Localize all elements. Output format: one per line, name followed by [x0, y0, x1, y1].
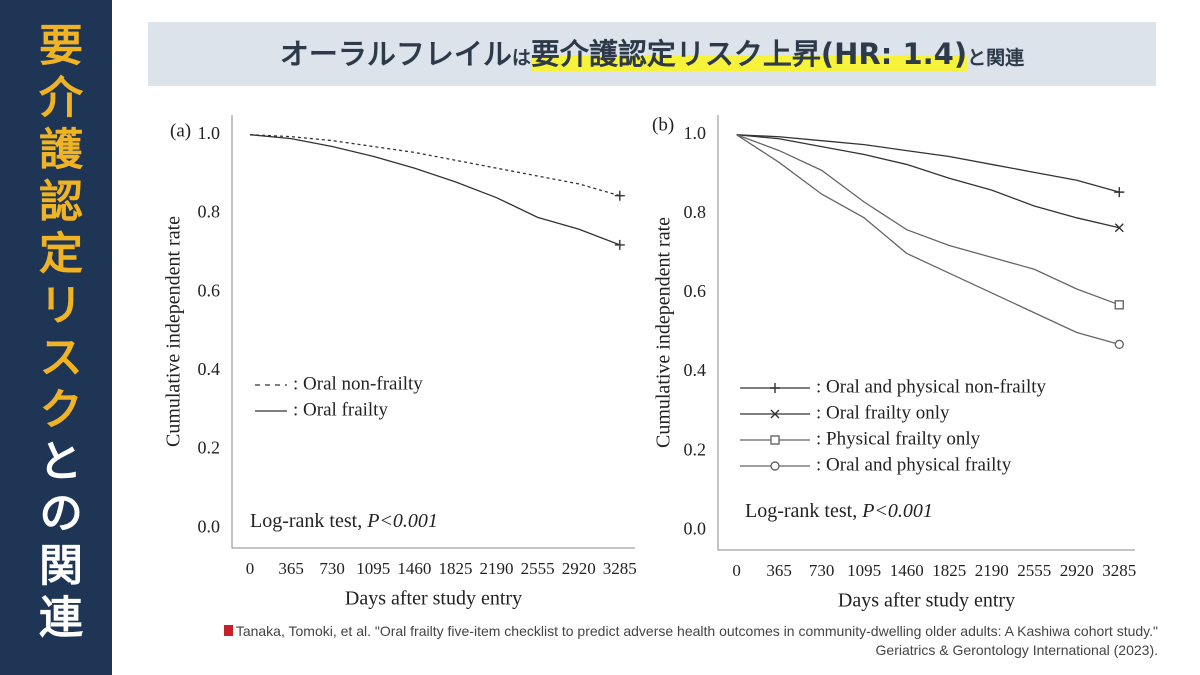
y-tick-label: 0.4	[684, 360, 707, 380]
y-tick-label: 0.6	[198, 280, 221, 300]
y-tick-label: 0.0	[198, 516, 221, 536]
censor-mark	[1114, 187, 1125, 198]
survival-curve	[736, 134, 1120, 193]
x-tick-label: 2190	[480, 559, 514, 578]
censor-mark	[770, 409, 780, 419]
x-tick-label: 2190	[975, 561, 1009, 580]
x-tick-label: 0	[246, 559, 255, 578]
axis-line	[231, 115, 635, 549]
x-tick-label: 3285	[1102, 561, 1136, 580]
sidebar: 要介護認定リスクとの関連	[0, 0, 112, 675]
legend-label: : Oral and physical frailty	[816, 454, 1012, 475]
legend-label: : Oral frailty only	[816, 402, 950, 423]
censor-mark	[1114, 300, 1124, 310]
citation-line2: Geriatrics & Gerontology International (…	[875, 642, 1158, 658]
y-tick-label: 0.6	[684, 281, 707, 301]
x-tick-label: 1460	[397, 559, 431, 578]
x-tick-label: 1095	[847, 561, 881, 580]
title-tail: と関連	[967, 47, 1025, 69]
x-tick-label: 0	[732, 561, 741, 580]
annotation-text: Log-rank test,	[745, 500, 862, 522]
x-tick-label: 2555	[1017, 561, 1051, 580]
x-axis-label: Days after study entry	[838, 590, 1015, 612]
x-axis-label: Days after study entry	[345, 588, 522, 610]
censor-mark	[1114, 223, 1124, 233]
x-tick-label: 1460	[890, 561, 924, 580]
charts: 0.0 0.2 0.4 0.6 0.8 1.0 0 365 730 1095 1460 1825 219…	[163, 114, 1137, 612]
y-tick-label: 0.2	[684, 439, 707, 459]
censor-mark	[770, 461, 780, 471]
y-axis-label: Cumulative independent rate	[653, 217, 675, 448]
x-tick-label: 365	[766, 561, 792, 580]
y-tick-label: 0.8	[684, 202, 707, 222]
x-tick-label: 3285	[603, 559, 637, 578]
survival-curve	[249, 134, 621, 246]
citation-line1: Tanaka, Tomoki, et al. "Oral frailty fiv…	[235, 623, 1158, 639]
citation: Tanaka, Tomoki, et al. "Oral frailty fiv…	[223, 622, 1158, 660]
legend-label: : Oral frailty	[293, 399, 388, 420]
axis-line	[717, 115, 1135, 551]
legend-label: : Oral non-frailty	[293, 373, 423, 394]
survival-curve	[736, 134, 1120, 345]
sidebar-highlight: 要介護認定リスク	[31, 22, 82, 438]
y-tick-label: 0.8	[198, 202, 221, 222]
censor-mark	[770, 383, 780, 393]
panel-label: (b)	[652, 114, 674, 135]
annotation: Log-rank test, P<0.001	[250, 510, 438, 532]
panel-label: (a)	[170, 120, 191, 141]
x-tick-label: 1825	[932, 561, 966, 580]
x-tick-label: 2920	[562, 559, 596, 578]
y-tick-label: 1.0	[198, 123, 221, 143]
x-tick-label: 2920	[1060, 561, 1094, 580]
survival-curve	[736, 134, 1120, 229]
y-tick-label: 1.0	[684, 123, 707, 143]
title-main: オーラルフレイル	[279, 37, 512, 71]
x-tick-label: 730	[809, 561, 835, 580]
annotation: Log-rank test, P<0.001	[745, 500, 933, 522]
sidebar-title: 要介護認定リスクとの関連	[31, 22, 82, 646]
x-tick-label: 365	[278, 559, 304, 578]
y-tick-label: 0.4	[198, 359, 221, 379]
annotation-p: P<0.001	[366, 510, 438, 532]
header: オーラルフレイルは要介護認定リスク上昇(HR: 1.4)と関連	[148, 22, 1156, 86]
x-tick-label: 730	[319, 559, 345, 578]
censor-mark	[614, 239, 625, 250]
title-particle: は	[511, 47, 531, 69]
x-tick-label: 1825	[438, 559, 472, 578]
survival-curve	[249, 134, 620, 197]
citation-icon	[223, 625, 233, 636]
legend-label: : Oral and physical non-frailty	[816, 376, 1047, 397]
annotation-text: Log-rank test,	[250, 510, 367, 532]
title-highlight: 要介護認定リスク上昇(HR: 1.4)	[530, 37, 968, 71]
x-tick-label: 1095	[356, 559, 390, 578]
sidebar-rest: との関連	[31, 438, 82, 646]
y-tick-label: 0.2	[198, 438, 221, 458]
censor-mark	[1114, 339, 1124, 350]
x-tick-label: 2555	[521, 559, 555, 578]
y-tick-label: 0.0	[684, 518, 707, 538]
censor-mark	[770, 435, 780, 445]
annotation-p: P<0.001	[861, 500, 933, 522]
y-axis-label: Cumulative independent rate	[163, 216, 185, 447]
legend-label: : Physical frailty only	[816, 428, 981, 449]
survival-curve	[736, 134, 1120, 306]
censor-mark	[614, 190, 625, 201]
